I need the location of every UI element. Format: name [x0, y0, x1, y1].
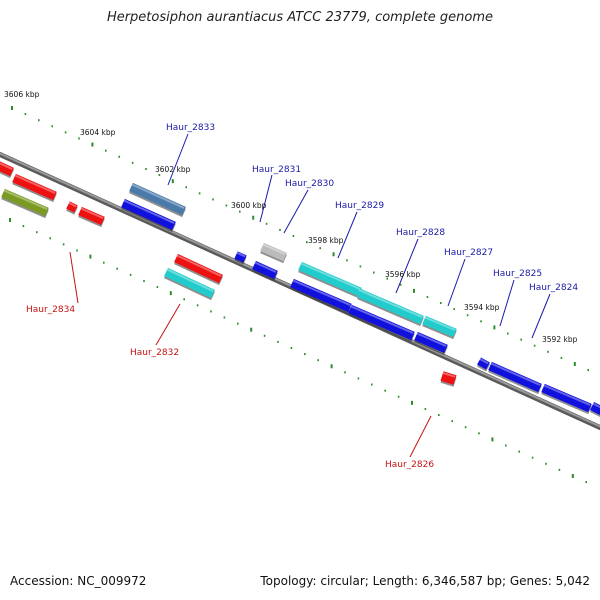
kbp-label-3600: 3600 kbp — [231, 201, 267, 210]
feature-cyan-2827 — [422, 315, 457, 340]
gene-label-haur-2826: Haur_2826 — [385, 460, 434, 470]
feature-blue-small-2 — [477, 357, 490, 372]
gene-label-haur-2832: Haur_2832 — [130, 348, 179, 358]
feature-steelblue-2833 — [129, 182, 186, 218]
leader-haur-2834 — [69, 251, 79, 304]
leader-haur-2831 — [259, 174, 273, 223]
gene-label-haur-2825: Haur_2825 — [493, 269, 542, 279]
feature-blue-3 — [290, 278, 352, 315]
gene-features — [0, 161, 600, 418]
label-leader-lines — [69, 133, 551, 458]
kbp-label-3602: 3602 kbp — [155, 165, 191, 174]
feature-blue-2 — [252, 260, 278, 282]
feature-gray-2831 — [260, 242, 287, 264]
feature-blue-small — [234, 251, 247, 265]
feature-red-2 — [78, 206, 105, 228]
leader-haur-2829 — [337, 211, 358, 259]
feature-blue-2825 — [488, 361, 542, 395]
map-title: Herpetosiphon aurantiacus ATCC 23779, co… — [106, 10, 494, 25]
kbp-label-3604: 3604 kbp — [80, 128, 116, 137]
kbp-label-3596: 3596 kbp — [385, 270, 421, 279]
feature-cyan-2828 — [357, 288, 424, 327]
leader-haur-2832 — [155, 303, 181, 346]
topology-text: Topology: circular; Length: 6,346,587 bp… — [260, 574, 590, 588]
gene-label-haur-2829: Haur_2829 — [335, 201, 384, 211]
feature-blue-edge — [589, 401, 600, 418]
gene-label-haur-2834: Haur_2834 — [26, 305, 75, 315]
gene-label-haur-2828: Haur_2828 — [396, 228, 445, 238]
feature-red-edge — [0, 161, 14, 179]
kbp-label-3592: 3592 kbp — [542, 335, 578, 344]
kbp-label-3598: 3598 kbp — [308, 236, 344, 245]
leader-haur-2833 — [167, 133, 189, 186]
leader-haur-2826 — [409, 415, 432, 458]
feature-blue-5 — [414, 331, 448, 356]
feature-blue-4 — [348, 304, 415, 343]
tick-row-upper — [11, 106, 590, 372]
feature-red-2832 — [174, 253, 223, 286]
feature-cyan-2832 — [164, 267, 215, 301]
leader-haur-2827 — [447, 258, 466, 307]
accession-text: Accession: NC_009972 — [10, 574, 147, 588]
feature-red-1 — [12, 173, 57, 203]
feature-red-2826 — [440, 371, 457, 387]
gene-label-haur-2827: Haur_2827 — [444, 248, 493, 258]
feature-olive-1 — [1, 188, 49, 219]
feature-red-small — [66, 201, 78, 215]
leader-haur-2825 — [499, 279, 515, 327]
feature-blue-2824 — [541, 383, 592, 415]
kbp-label-3594: 3594 kbp — [464, 303, 500, 312]
tick-row-lower — [9, 218, 588, 484]
feature-blue-1 — [121, 198, 176, 233]
gene-label-haur-2824: Haur_2824 — [529, 283, 578, 293]
leader-haur-2828 — [395, 238, 419, 294]
feature-cyan-2829 — [298, 261, 362, 299]
gene-label-haur-2831: Haur_2831 — [252, 165, 301, 175]
leader-haur-2830 — [283, 189, 309, 234]
gene-label-haur-2833: Haur_2833 — [166, 123, 215, 133]
kbp-label-3606: 3606 kbp — [4, 90, 40, 99]
gene-label-haur-2830: Haur_2830 — [285, 179, 334, 189]
tick-marks — [9, 106, 590, 484]
leader-haur-2824 — [531, 293, 551, 339]
